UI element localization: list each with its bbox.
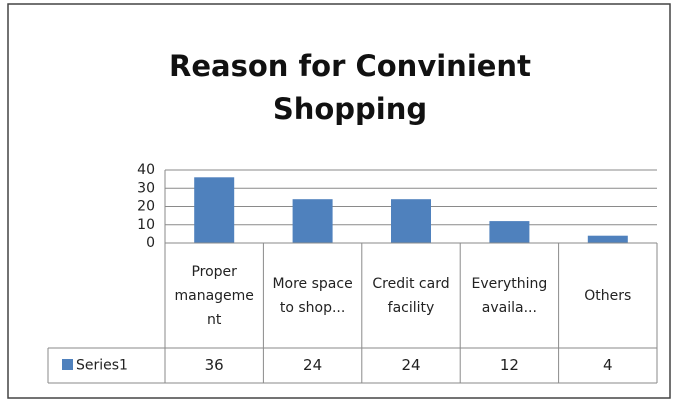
y-tick-label: 10 bbox=[137, 217, 155, 233]
data-table-value: 4 bbox=[603, 356, 613, 374]
chart-border bbox=[7, 3, 671, 399]
bar bbox=[391, 199, 431, 243]
category-cell: Credit card facility bbox=[372, 275, 450, 316]
data-table-value: 36 bbox=[205, 356, 224, 374]
title-box: Reason for Convinient Shopping bbox=[169, 49, 531, 126]
x-tick-label: Proper management bbox=[174, 263, 254, 328]
x-tick-label: Others bbox=[584, 287, 632, 304]
category-cell: Proper management bbox=[174, 263, 254, 328]
y-tick-label: 40 bbox=[137, 162, 155, 178]
y-tick-label: 0 bbox=[146, 235, 155, 251]
data-table-value: 12 bbox=[500, 356, 519, 374]
category-cell: Everything availa... bbox=[471, 275, 548, 316]
x-tick-label: More space to shop... bbox=[272, 275, 353, 316]
legend-label: Series1 bbox=[76, 358, 128, 374]
y-tick-label: 30 bbox=[137, 180, 155, 196]
y-tick-label: 20 bbox=[137, 199, 155, 215]
bar bbox=[489, 221, 530, 243]
bar bbox=[292, 199, 333, 243]
data-table-value: 24 bbox=[401, 356, 420, 374]
legend-swatch bbox=[62, 359, 73, 370]
bar bbox=[587, 235, 628, 243]
x-tick-label: Everything availa... bbox=[471, 275, 548, 316]
x-tick-label: Credit card facility bbox=[372, 275, 450, 316]
category-cell: More space to shop... bbox=[272, 275, 353, 316]
chart-title: Reason for Convinient Shopping bbox=[169, 49, 531, 126]
data-table-value: 24 bbox=[303, 356, 322, 374]
bar bbox=[194, 177, 235, 243]
category-cell: Others bbox=[584, 287, 632, 304]
